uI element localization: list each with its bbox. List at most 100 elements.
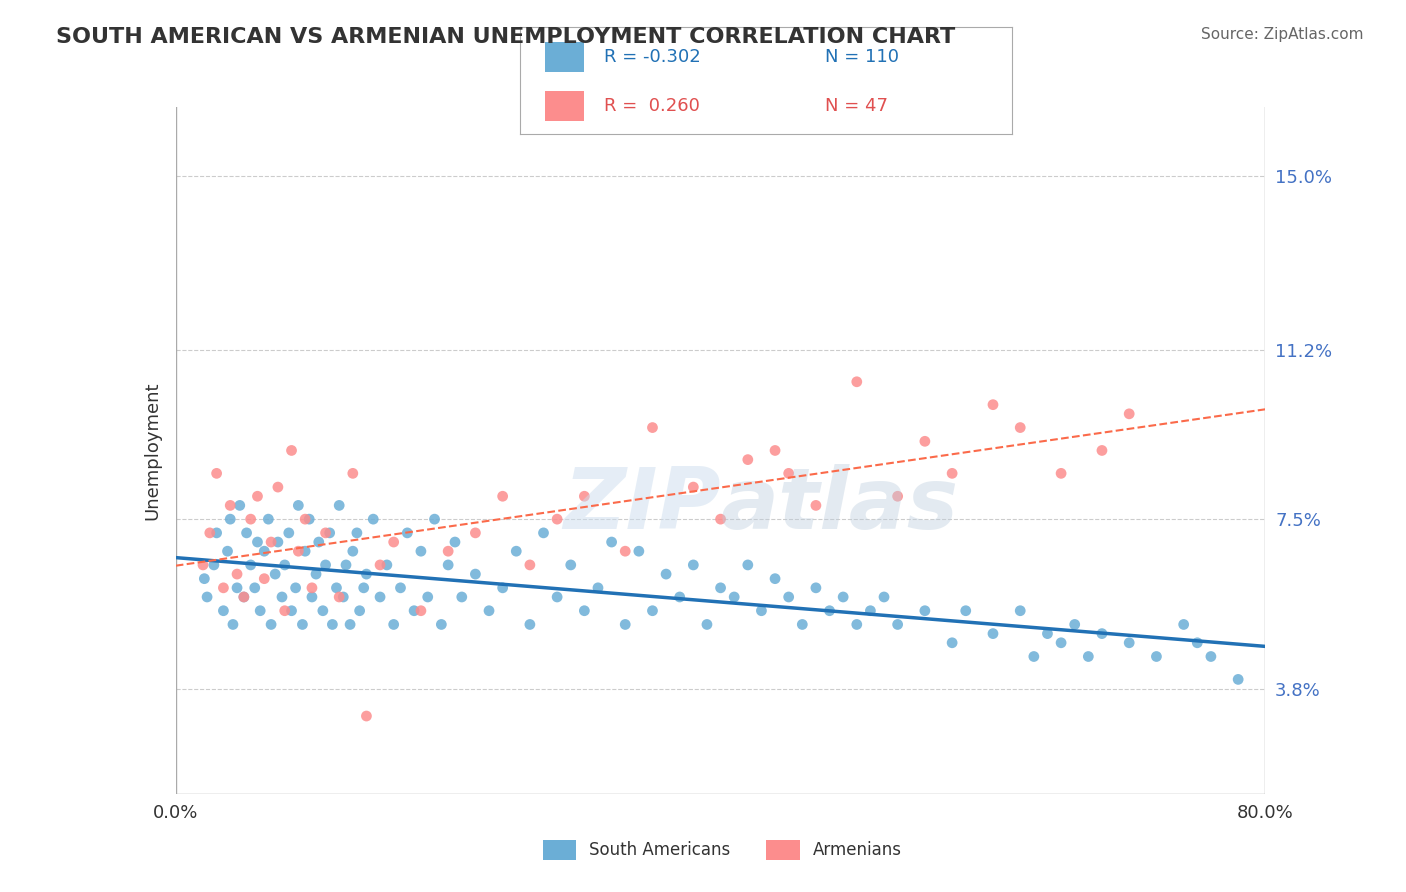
Point (1118, 407, 1140, 421)
Point (533, 525, 555, 540)
Text: Armenians: Armenians (813, 840, 901, 859)
Point (239, 558, 262, 572)
Point (1050, 636, 1073, 650)
Point (423, 512, 446, 526)
Point (845, 375, 868, 389)
Point (955, 604, 977, 618)
Point (614, 544, 637, 558)
Point (464, 525, 486, 540)
Point (751, 604, 773, 618)
Point (264, 567, 287, 582)
Point (305, 567, 328, 582)
Text: R =  0.260: R = 0.260 (605, 97, 700, 115)
Point (1199, 649, 1222, 664)
Point (778, 467, 800, 481)
Point (600, 535, 623, 549)
Point (239, 512, 262, 526)
Point (356, 709, 378, 723)
Point (981, 398, 1004, 412)
Point (519, 617, 541, 632)
Point (291, 617, 314, 632)
Point (280, 443, 302, 458)
Point (318, 525, 340, 540)
Point (267, 480, 290, 494)
Point (614, 617, 637, 632)
Text: South Americans: South Americans (589, 840, 730, 859)
Point (710, 581, 733, 595)
Point (205, 467, 228, 481)
Point (356, 567, 378, 582)
Point (437, 544, 460, 558)
Point (368, 590, 391, 604)
Point (1022, 649, 1045, 664)
Point (1227, 673, 1250, 687)
Point (235, 525, 257, 540)
Point (339, 617, 361, 632)
Point (682, 480, 704, 494)
Point (505, 544, 527, 558)
Point (349, 604, 371, 618)
Bar (543, 839, 576, 860)
Point (444, 535, 467, 549)
Point (325, 581, 347, 595)
Point (560, 558, 582, 572)
Point (253, 572, 276, 586)
Point (332, 590, 354, 604)
Point (478, 604, 501, 618)
Point (217, 544, 239, 558)
Point (1146, 649, 1168, 664)
Point (737, 558, 759, 572)
Point (1118, 636, 1140, 650)
Point (335, 558, 357, 572)
Point (792, 617, 814, 632)
Point (260, 617, 283, 632)
Point (886, 617, 908, 632)
Point (274, 558, 297, 572)
Point (1063, 617, 1085, 632)
Point (763, 443, 786, 458)
Bar (546, 42, 585, 71)
Point (375, 558, 398, 572)
Point (1036, 626, 1059, 640)
Point (232, 590, 254, 604)
Point (546, 512, 568, 526)
Point (804, 499, 827, 513)
Point (1010, 420, 1032, 434)
Point (723, 590, 745, 604)
Point (222, 617, 245, 632)
Point (641, 420, 664, 434)
Point (346, 525, 368, 540)
Point (267, 535, 290, 549)
Point (1187, 636, 1209, 650)
Point (301, 590, 323, 604)
Point (212, 604, 235, 618)
Point (361, 512, 384, 526)
Point (298, 512, 321, 526)
Point (409, 544, 432, 558)
Y-axis label: Unemployment: Unemployment (143, 381, 162, 520)
Point (198, 525, 221, 540)
Point (404, 604, 426, 618)
Point (1091, 626, 1114, 640)
Point (328, 590, 350, 604)
Point (886, 489, 908, 503)
Point (981, 626, 1004, 640)
Point (655, 567, 678, 582)
Point (586, 581, 609, 595)
Point (389, 581, 412, 595)
Point (191, 558, 214, 572)
Point (205, 525, 228, 540)
Point (832, 590, 855, 604)
Point (873, 590, 896, 604)
Text: Source: ZipAtlas.com: Source: ZipAtlas.com (1201, 27, 1364, 42)
Point (1173, 617, 1195, 632)
Point (682, 558, 704, 572)
Point (277, 525, 299, 540)
Point (274, 604, 297, 618)
Point (342, 467, 364, 481)
Point (353, 581, 375, 595)
Point (396, 525, 419, 540)
Point (804, 581, 827, 595)
Point (246, 535, 269, 549)
Point (778, 590, 800, 604)
